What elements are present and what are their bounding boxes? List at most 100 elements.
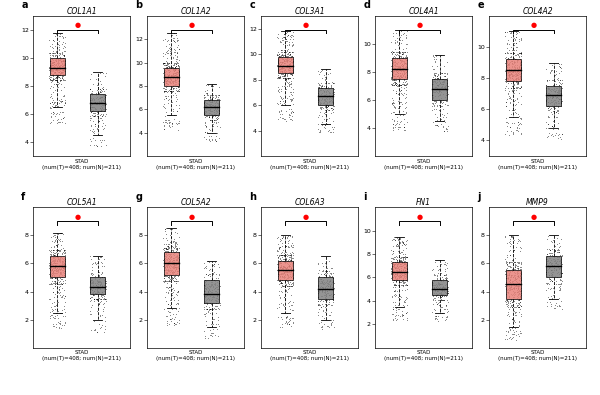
Point (158, 70, 168, 76)
Point (285, 315, 295, 322)
Point (57, 98, 67, 104)
Point (286, 265, 296, 271)
Point (165, 78, 175, 84)
Point (329, 102, 338, 109)
Point (48, 251, 58, 258)
Point (391, 304, 400, 310)
Point (399, 71, 409, 77)
Point (320, 76, 330, 83)
Point (47, 62, 56, 69)
Point (548, 252, 558, 259)
Point (440, 296, 449, 303)
Point (212, 130, 221, 136)
Point (551, 94, 560, 100)
Point (170, 64, 180, 70)
Point (162, 74, 172, 80)
Point (280, 102, 290, 108)
Point (167, 261, 177, 267)
Point (433, 82, 442, 88)
Point (168, 294, 178, 301)
Point (506, 233, 516, 239)
Point (211, 99, 221, 105)
Point (88, 111, 97, 118)
Point (97, 107, 107, 113)
Point (202, 122, 211, 129)
Point (437, 100, 446, 106)
Point (59, 263, 68, 269)
Point (58, 231, 68, 237)
Point (392, 259, 402, 265)
Point (430, 286, 439, 293)
Point (401, 269, 411, 275)
Point (544, 121, 553, 127)
Point (313, 92, 323, 98)
Point (397, 268, 406, 274)
Point (204, 113, 214, 119)
X-axis label: STAD
(num(T)=408; num(N)=211): STAD (num(T)=408; num(N)=211) (498, 350, 577, 361)
Point (282, 272, 292, 278)
Point (512, 58, 521, 65)
Point (443, 278, 452, 284)
Point (213, 296, 223, 302)
Point (395, 103, 404, 109)
Point (509, 81, 518, 87)
Point (48, 76, 58, 82)
Point (57, 237, 67, 244)
Point (46, 67, 56, 73)
Point (319, 100, 328, 106)
Point (513, 66, 523, 72)
Point (206, 277, 215, 284)
Point (170, 70, 180, 76)
Point (440, 85, 450, 91)
Point (322, 99, 332, 105)
Point (549, 100, 559, 107)
Point (171, 61, 181, 67)
Point (542, 251, 552, 258)
Point (556, 257, 565, 263)
Point (95, 95, 104, 101)
Point (95, 275, 105, 281)
Point (57, 69, 67, 75)
Point (509, 272, 518, 278)
Point (166, 233, 176, 240)
Point (161, 88, 170, 94)
Point (553, 254, 562, 260)
Point (275, 69, 284, 75)
Point (547, 267, 556, 273)
Point (59, 260, 68, 266)
Point (45, 261, 55, 267)
Point (44, 50, 54, 56)
Point (397, 271, 406, 277)
Point (55, 109, 65, 115)
Point (284, 269, 293, 276)
Point (50, 234, 60, 240)
Point (320, 124, 329, 130)
Point (201, 271, 211, 278)
Point (551, 130, 560, 136)
Point (173, 259, 182, 265)
Point (50, 265, 59, 272)
Point (433, 280, 443, 286)
Point (513, 304, 523, 310)
Point (48, 60, 58, 66)
Point (288, 70, 298, 76)
Point (505, 40, 514, 47)
Point (46, 265, 56, 271)
Point (58, 245, 67, 251)
Point (202, 317, 211, 324)
Point (398, 62, 408, 68)
Point (548, 269, 557, 275)
Point (317, 82, 326, 88)
Point (275, 53, 284, 59)
Point (164, 244, 173, 250)
Point (283, 261, 293, 267)
Point (316, 97, 325, 103)
Point (501, 301, 511, 307)
Point (172, 270, 182, 276)
Point (386, 63, 396, 70)
Point (436, 57, 445, 64)
Point (327, 95, 337, 102)
Point (277, 51, 286, 57)
Point (200, 311, 209, 317)
Point (388, 306, 398, 312)
